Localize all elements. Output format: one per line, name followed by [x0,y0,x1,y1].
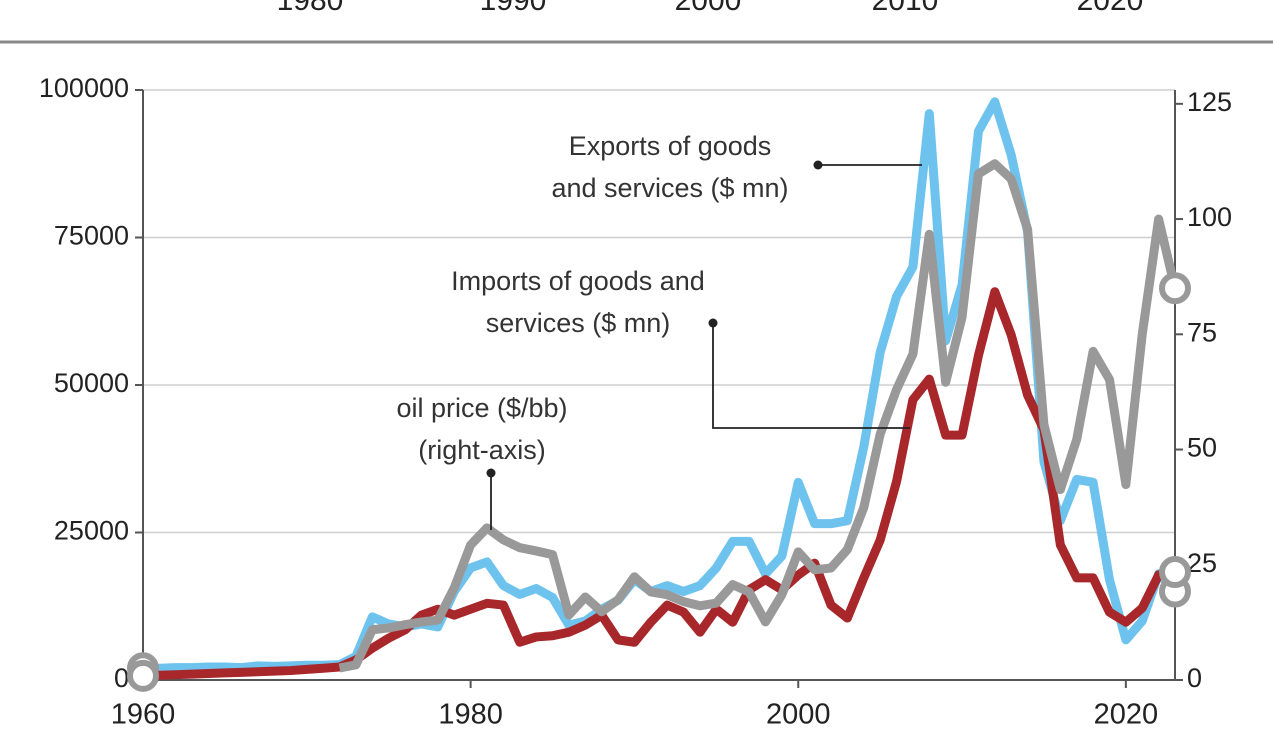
imports-leader [712,323,910,429]
series-line [338,159,1180,673]
header-tick-label: 2000 [675,0,742,17]
oil-leader-dot [486,468,496,478]
x-tick-label: 1980 [438,699,503,731]
header-tick-label: 1980 [277,0,344,17]
y2-tick-label: 25 [1187,548,1217,578]
header-tick-label: 2010 [872,0,939,17]
y-tick-label: 100000 [39,73,129,103]
annotation: and services ($ mn) [551,173,788,203]
annotation: (right-axis) [418,435,546,465]
end-marker [1159,272,1191,305]
annotation: Exports of goods [569,131,772,161]
end-marker [1159,556,1191,589]
y-tick-label: 75000 [54,221,129,251]
end-marker [127,659,159,692]
y-tick-label: 25000 [54,516,129,546]
imports-leader-dot [708,318,718,328]
y2-tick-label: 125 [1187,87,1232,117]
annotation: oil price ($/bb) [396,393,567,423]
y2-tick-label: 100 [1187,202,1232,232]
y2-tick-label: 0 [1187,663,1202,693]
header-tick-label: 2020 [1077,0,1144,17]
x-tick-label: 2020 [1094,699,1159,731]
y-tick-label: 0 [114,663,129,693]
header-tick-label: 1990 [480,0,547,17]
y2-tick-label: 50 [1187,433,1217,463]
annotation: Imports of goods and [451,266,705,296]
y-tick-label: 50000 [54,368,129,398]
exports-leader-dot [813,160,823,170]
y2-tick-label: 75 [1187,317,1217,347]
x-tick-label: 1960 [111,699,176,731]
series-line [142,287,1176,681]
annotation: services ($ mn) [486,308,671,338]
x-tick-label: 2000 [766,699,831,731]
